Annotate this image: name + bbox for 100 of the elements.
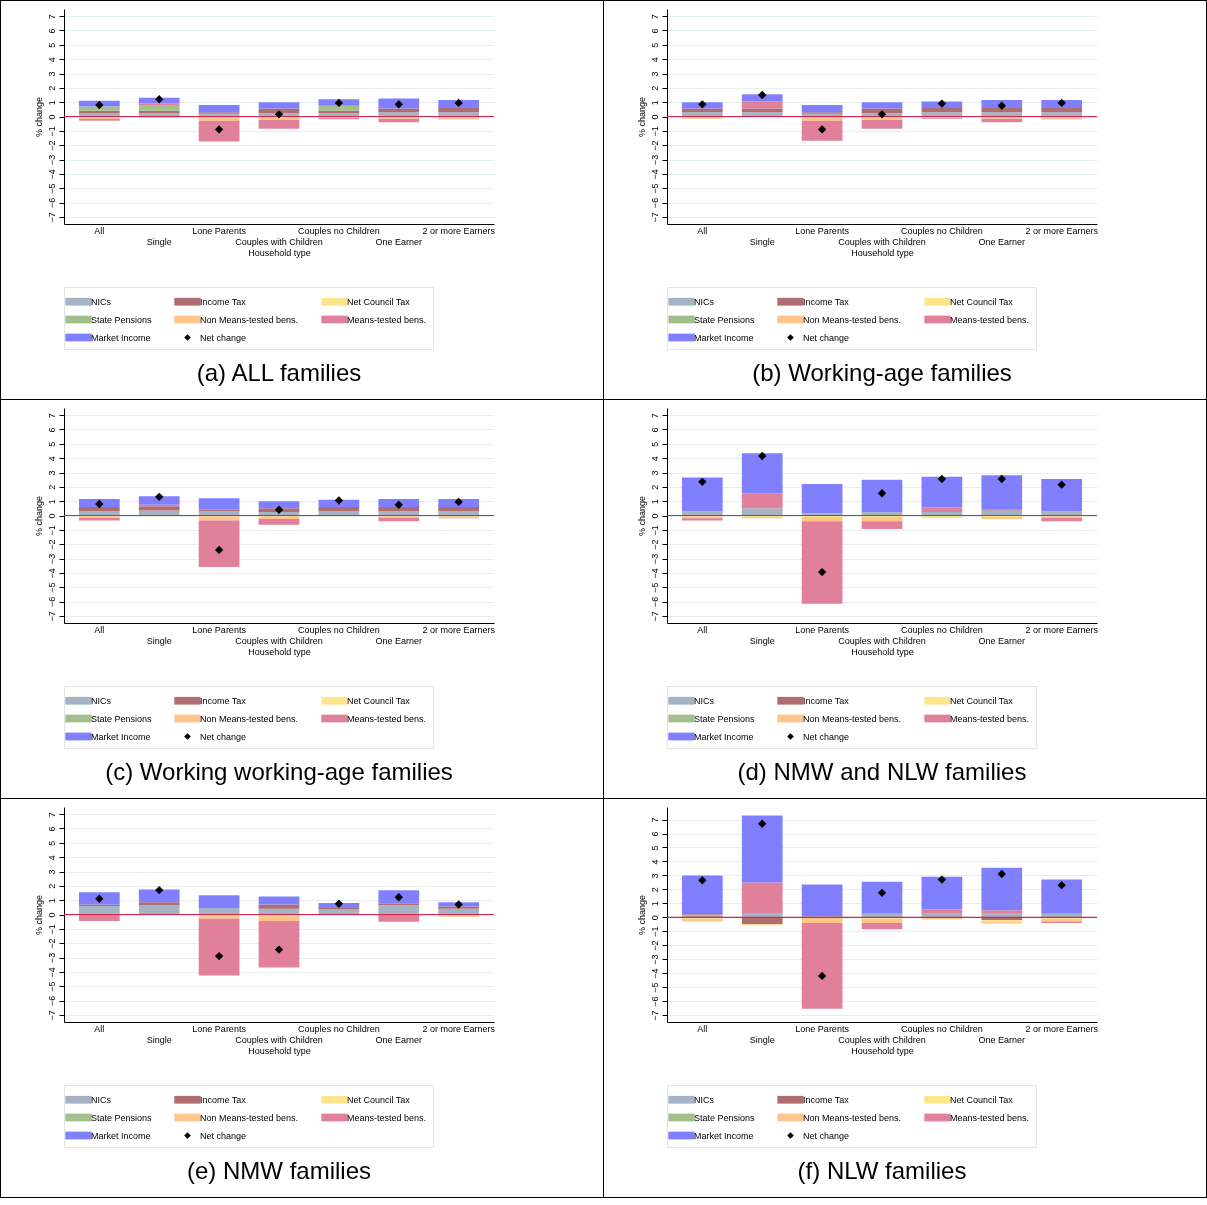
legend-label: State Pensions — [694, 1112, 756, 1123]
x-tick-label: Couples no Children — [298, 624, 380, 635]
x-tick-label: Single — [146, 1034, 172, 1045]
y-tick-label: −6 — [46, 596, 57, 608]
y-tick-label: −5 — [649, 982, 660, 993]
legend-label: Income Tax — [803, 296, 850, 307]
x-tick-label: Lone Parents — [192, 225, 247, 236]
y-tick-label: 5 — [649, 42, 660, 48]
x-tick-label: One Earner — [375, 635, 423, 646]
x-tick-label: Lone Parents — [192, 1023, 247, 1034]
y-tick-label: 0 — [46, 912, 57, 918]
x-axis-title: Household type — [248, 247, 311, 258]
legend-label: State Pensions — [91, 1112, 153, 1123]
x-tick-label: 2 or more Earners — [1025, 225, 1099, 236]
x-tick-label: Couples with Children — [235, 635, 323, 646]
y-tick-label: 3 — [46, 470, 57, 476]
y-tick-label: 6 — [46, 28, 57, 34]
x-tick-label: All — [94, 225, 105, 236]
legend-label: Means-tested bens. — [950, 1112, 1030, 1123]
legend-label: State Pensions — [91, 713, 153, 724]
x-tick-label: One Earner — [375, 1034, 423, 1045]
x-tick-label: Couples with Children — [838, 236, 926, 247]
y-tick-label: −4 — [46, 169, 57, 180]
y-tick-label: 2 — [46, 85, 57, 91]
legend-label: NICs — [694, 296, 715, 307]
y-tick-label: 7 — [649, 14, 660, 20]
legend-label: Income Tax — [200, 695, 247, 706]
y-tick-label: 5 — [649, 845, 660, 851]
y-tick-label: 3 — [46, 71, 57, 77]
legend-label: Market Income — [91, 332, 151, 343]
y-tick-label: 3 — [46, 869, 57, 875]
legend-label: Market Income — [694, 1130, 754, 1141]
y-tick-label: 1 — [649, 901, 660, 907]
y-tick-label: 6 — [649, 831, 660, 837]
legend-label: Net change — [803, 731, 850, 742]
legend-label: Net change — [200, 1130, 247, 1141]
y-tick-label: 2 — [46, 883, 57, 889]
y-tick-label: −2 — [649, 140, 660, 151]
y-tick-label: 4 — [649, 456, 660, 462]
y-tick-label: −3 — [46, 553, 57, 565]
y-tick-label: −1 — [46, 525, 57, 536]
x-tick-label: All — [94, 1023, 105, 1034]
y-tick-label: −1 — [649, 926, 660, 937]
y-tick-label: 0 — [46, 513, 57, 519]
x-tick-label: Couples with Children — [838, 1034, 926, 1045]
y-tick-label: 0 — [46, 114, 57, 120]
x-tick-label: Couples with Children — [838, 635, 926, 646]
y-tick-label: 7 — [649, 817, 660, 823]
legend-label: Net Council Tax — [347, 296, 411, 307]
legend-label: Non Means-tested bens. — [803, 1112, 902, 1123]
legend-label: NICs — [91, 695, 112, 706]
y-tick-label: −6 — [46, 995, 57, 1007]
y-tick-label: −3 — [649, 954, 660, 965]
x-tick-label: 2 or more Earners — [422, 624, 496, 635]
x-tick-label: 2 or more Earners — [1025, 624, 1099, 635]
y-tick-label: −4 — [46, 967, 57, 978]
y-tick-label: −6 — [649, 996, 660, 1007]
legend-label: Means-tested bens. — [347, 1112, 427, 1123]
x-tick-label: Single — [146, 635, 172, 646]
x-tick-label: All — [697, 225, 708, 236]
x-tick-label: Couples no Children — [298, 1023, 380, 1034]
x-axis-title: Household type — [851, 646, 914, 657]
y-tick-label: 4 — [46, 57, 57, 63]
legend-label: Income Tax — [803, 695, 850, 706]
legend-label: State Pensions — [694, 713, 756, 724]
x-tick-label: 2 or more Earners — [1025, 1023, 1099, 1034]
y-tick-label: 2 — [649, 484, 660, 490]
y-tick-label: −4 — [649, 169, 660, 180]
legend-label: Non Means-tested bens. — [200, 713, 299, 724]
legend-label: Income Tax — [803, 1094, 850, 1105]
x-tick-label: Single — [749, 1034, 775, 1045]
legend-label: NICs — [694, 695, 715, 706]
legend-label: Net Council Tax — [347, 1094, 411, 1105]
y-tick-label: 0 — [649, 114, 660, 120]
y-tick-label: −6 — [649, 197, 660, 209]
y-tick-label: 7 — [649, 413, 660, 419]
y-tick-label: 0 — [649, 513, 660, 519]
x-tick-label: Couples no Children — [901, 225, 983, 236]
y-tick-label: −2 — [46, 539, 57, 550]
x-tick-label: Lone Parents — [795, 225, 850, 236]
legend-label: Net change — [803, 332, 850, 343]
legend-label: Net Council Tax — [950, 695, 1014, 706]
y-tick-label: −7 — [649, 611, 660, 622]
text: (e) NMW families — [187, 1156, 371, 1184]
legend-label: Net change — [200, 731, 247, 742]
y-tick-label: −6 — [649, 596, 660, 608]
legend-label: Non Means-tested bens. — [200, 314, 299, 325]
x-tick-label: Couples no Children — [298, 225, 380, 236]
legend-label: Net Council Tax — [950, 296, 1014, 307]
y-axis-title: % change — [33, 894, 44, 936]
x-tick-label: Lone Parents — [795, 1023, 850, 1034]
x-tick-label: 2 or more Earners — [422, 1023, 496, 1034]
x-tick-label: All — [94, 624, 105, 635]
text: (d) NMW and NLW families — [737, 757, 1027, 785]
x-tick-label: Couples with Children — [235, 1034, 323, 1045]
y-tick-label: −2 — [46, 140, 57, 151]
y-tick-label: 1 — [649, 100, 660, 106]
legend-label: Non Means-tested bens. — [803, 314, 902, 325]
legend-label: Non Means-tested bens. — [200, 1112, 299, 1123]
y-tick-label: −4 — [649, 568, 660, 579]
